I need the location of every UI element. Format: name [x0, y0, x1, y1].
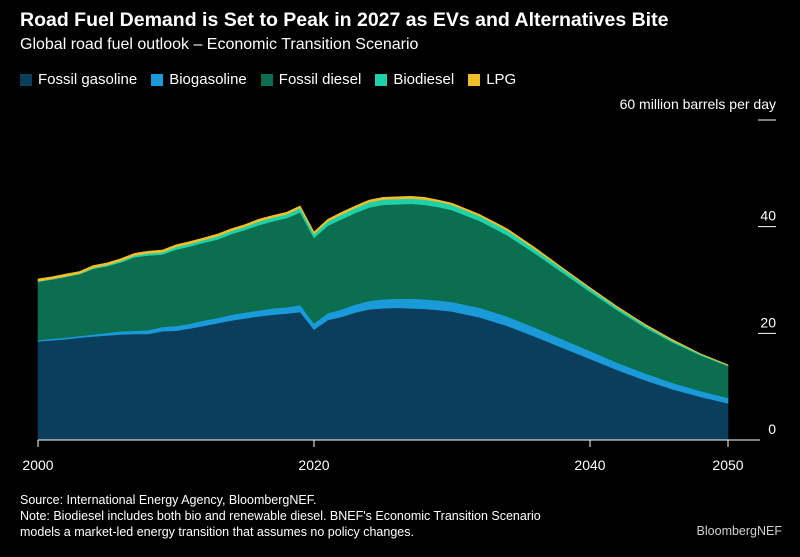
- chart-title: Road Fuel Demand is Set to Peak in 2027 …: [20, 9, 669, 31]
- x-tick-label: 2020: [298, 457, 329, 473]
- chart-footer: Source: International Energy Agency, Blo…: [20, 492, 541, 540]
- legend-item-fossil-gasoline: Fossil gasoline: [20, 71, 137, 88]
- legend-label: Fossil diesel: [278, 71, 362, 88]
- x-tick-label: 2000: [22, 457, 53, 473]
- brand-watermark: BloombergNEF: [696, 524, 782, 538]
- series-area-lpg: [37, 195, 729, 366]
- legend-item-lpg: LPG: [468, 71, 516, 88]
- note-line-1: Note: Biodiesel includes both bio and re…: [20, 509, 541, 523]
- x-tick-label: 2050: [712, 457, 743, 473]
- legend-swatch: [151, 73, 164, 86]
- y-tick-label: 20: [760, 314, 776, 330]
- legend: Fossil gasoline Biogasoline Fossil diese…: [20, 71, 516, 88]
- source-line: Source: International Energy Agency, Blo…: [20, 493, 317, 507]
- y-tick-label: 40: [760, 208, 776, 224]
- chart-subtitle: Global road fuel outlook – Economic Tran…: [20, 36, 419, 53]
- legend-label: Fossil gasoline: [38, 71, 138, 88]
- legend-label: Biodiesel: [393, 71, 455, 88]
- legend-item-biogasoline: Biogasoline: [151, 71, 247, 88]
- legend-swatch: [468, 73, 481, 86]
- legend-swatch: [20, 73, 32, 86]
- legend-label: Biogasoline: [169, 71, 247, 88]
- note-line-2: models a market-led energy transition th…: [20, 525, 414, 539]
- legend-item-biodiesel: Biodiesel: [375, 71, 454, 88]
- legend-label: LPG: [486, 71, 517, 88]
- legend-item-fossil-diesel: Fossil diesel: [260, 71, 362, 88]
- y-tick-label: 0: [768, 421, 776, 437]
- legend-swatch: [375, 73, 388, 86]
- x-tick-label: 2040: [574, 457, 605, 473]
- y-axis-unit-label: 60 million barrels per day: [619, 96, 776, 112]
- legend-swatch: [260, 73, 273, 86]
